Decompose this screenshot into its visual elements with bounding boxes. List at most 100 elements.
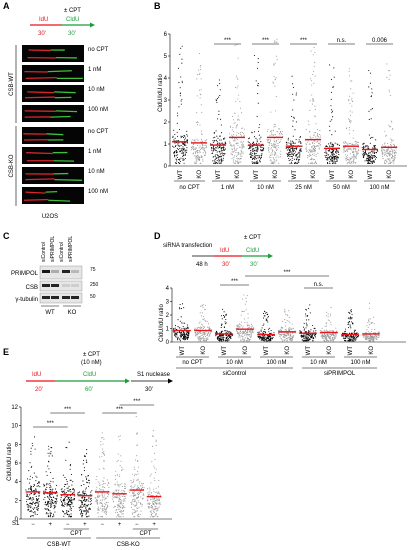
data-point <box>286 340 288 342</box>
data-point <box>331 157 333 159</box>
data-point <box>239 132 241 134</box>
data-point <box>330 307 332 309</box>
data-point <box>49 496 52 498</box>
data-point <box>323 336 325 338</box>
data-point <box>351 98 353 100</box>
data-point <box>239 157 241 160</box>
data-point <box>72 481 74 483</box>
data-point <box>102 492 104 494</box>
data-point <box>104 497 106 499</box>
data-point <box>236 126 238 128</box>
csb-ko-label: CSB-KO <box>9 154 15 177</box>
data-point <box>351 316 353 319</box>
data-point <box>256 162 258 164</box>
data-point <box>214 161 216 163</box>
data-point <box>205 146 208 148</box>
panel-a-label: A <box>3 1 10 11</box>
data-point <box>133 466 135 468</box>
data-point <box>374 147 376 149</box>
data-point <box>305 148 307 150</box>
data-point <box>289 148 292 150</box>
data-point <box>29 505 31 507</box>
data-point <box>73 497 75 500</box>
data-point <box>208 326 210 328</box>
data-point <box>116 461 118 463</box>
fiber-row-8 <box>22 187 84 204</box>
data-point <box>354 335 356 337</box>
data-point <box>328 335 330 338</box>
data-point <box>27 496 29 498</box>
data-point <box>236 147 238 149</box>
data-point <box>312 136 314 138</box>
data-point <box>284 313 287 315</box>
data-point <box>172 136 174 139</box>
data-point <box>320 330 322 332</box>
data-point <box>367 326 369 328</box>
data-point <box>324 156 327 158</box>
data-point <box>393 144 396 146</box>
data-point <box>257 130 260 132</box>
data-point <box>326 157 328 159</box>
data-point <box>173 146 175 148</box>
data-point <box>44 484 46 487</box>
data-point <box>387 148 389 150</box>
data-point <box>248 147 250 150</box>
data-point <box>66 487 68 489</box>
data-point <box>313 150 315 152</box>
data-point <box>322 336 324 338</box>
data-point <box>134 511 136 514</box>
data-point <box>117 483 119 485</box>
data-point <box>82 480 84 482</box>
data-point <box>352 157 354 159</box>
data-point <box>327 159 329 161</box>
significance-label: *** <box>47 421 55 427</box>
data-point <box>151 497 153 499</box>
data-point <box>257 336 259 338</box>
data-point <box>150 510 152 512</box>
data-point <box>48 445 50 447</box>
data-point <box>120 512 122 514</box>
data-point <box>271 337 273 339</box>
data-point <box>314 140 316 142</box>
data-point <box>278 335 280 337</box>
data-point <box>186 336 188 338</box>
data-point <box>154 508 156 510</box>
data-point <box>66 511 68 513</box>
data-point <box>138 493 141 495</box>
data-point <box>295 147 297 149</box>
data-point <box>133 491 135 494</box>
data-point <box>118 505 120 507</box>
data-point <box>180 308 183 310</box>
data-point <box>208 331 210 334</box>
data-point <box>116 504 118 506</box>
data-point <box>357 151 359 153</box>
data-point <box>196 73 199 75</box>
data-point <box>327 154 329 156</box>
data-point <box>48 503 50 505</box>
data-point <box>130 480 132 482</box>
data-point <box>366 339 368 341</box>
data-point <box>280 326 282 328</box>
data-point <box>314 61 316 64</box>
data-point <box>259 124 261 126</box>
data-point <box>230 337 232 339</box>
data-point <box>285 330 288 332</box>
band-csb <box>71 284 79 287</box>
data-point <box>105 502 107 504</box>
data-point <box>368 338 370 340</box>
data-point <box>247 331 249 333</box>
data-point <box>349 318 351 320</box>
data-point <box>305 144 308 146</box>
data-point <box>267 150 269 152</box>
data-point <box>157 492 159 494</box>
data-point <box>83 467 85 469</box>
data-point <box>316 129 318 131</box>
data-point <box>252 151 254 153</box>
data-point <box>219 151 221 153</box>
data-point <box>201 157 203 159</box>
data-point <box>350 120 352 122</box>
data-point <box>263 335 265 337</box>
data-point <box>352 336 354 338</box>
data-point <box>238 162 240 164</box>
data-point <box>272 146 274 148</box>
